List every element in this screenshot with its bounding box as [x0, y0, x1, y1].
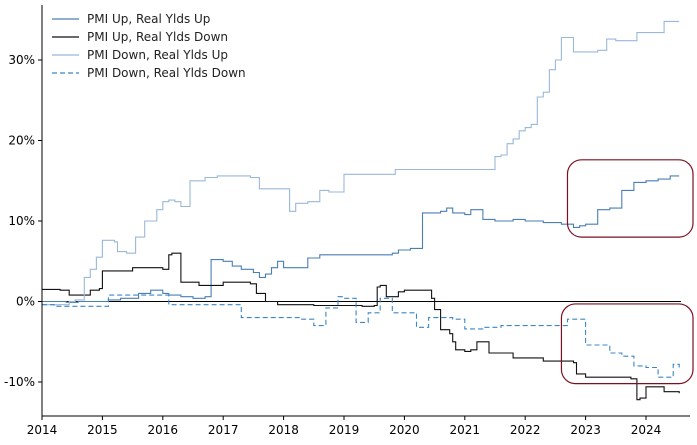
- plot-area: [42, 20, 681, 401]
- legend-item: PMI Down, Real Ylds Up: [52, 48, 228, 62]
- series-line-2: [42, 252, 680, 401]
- highlight-box-2: [560, 303, 694, 385]
- legend-label: PMI Down, Real Ylds Down: [87, 66, 246, 80]
- y-tick-label: 10%: [8, 214, 35, 228]
- legend: PMI Up, Real Ylds Up PMI Up, Real Ylds Do…: [52, 12, 246, 80]
- legend-label: PMI Up, Real Ylds Down: [87, 30, 228, 44]
- series-line-1: [42, 175, 680, 303]
- x-tick-label: 2016: [148, 423, 179, 437]
- x-tick-label: 2019: [329, 423, 360, 437]
- axes: 2014 2015 2016 2017 2018 2019 2020 2021 2022 2023…: [4, 5, 690, 437]
- x-tick-label: 2017: [208, 423, 239, 437]
- y-tick-label: 0%: [16, 295, 35, 309]
- x-tick-label: 2023: [570, 423, 601, 437]
- y-tick-label: -10%: [4, 375, 35, 389]
- x-tick-label: 2024: [631, 423, 662, 437]
- highlight-annotations: [560, 159, 694, 385]
- series-line-3: [42, 20, 680, 306]
- legend-item: PMI Up, Real Ylds Up: [52, 12, 210, 26]
- x-tick-label: 2018: [268, 423, 299, 437]
- series-line-4: [42, 294, 680, 378]
- highlight-box-1: [566, 159, 694, 238]
- x-tick-label: 2020: [389, 423, 420, 437]
- x-tick-label: 2022: [510, 423, 541, 437]
- legend-item: PMI Down, Real Ylds Down: [52, 66, 246, 80]
- y-tick-label: 30%: [8, 53, 35, 67]
- y-tick-label: 20%: [8, 134, 35, 148]
- legend-item: PMI Up, Real Ylds Down: [52, 30, 228, 44]
- legend-label: PMI Up, Real Ylds Up: [87, 12, 210, 26]
- x-tick-label: 2014: [27, 423, 58, 437]
- x-tick-label: 2021: [450, 423, 481, 437]
- legend-label: PMI Down, Real Ylds Up: [87, 48, 228, 62]
- x-tick-label: 2015: [87, 423, 118, 437]
